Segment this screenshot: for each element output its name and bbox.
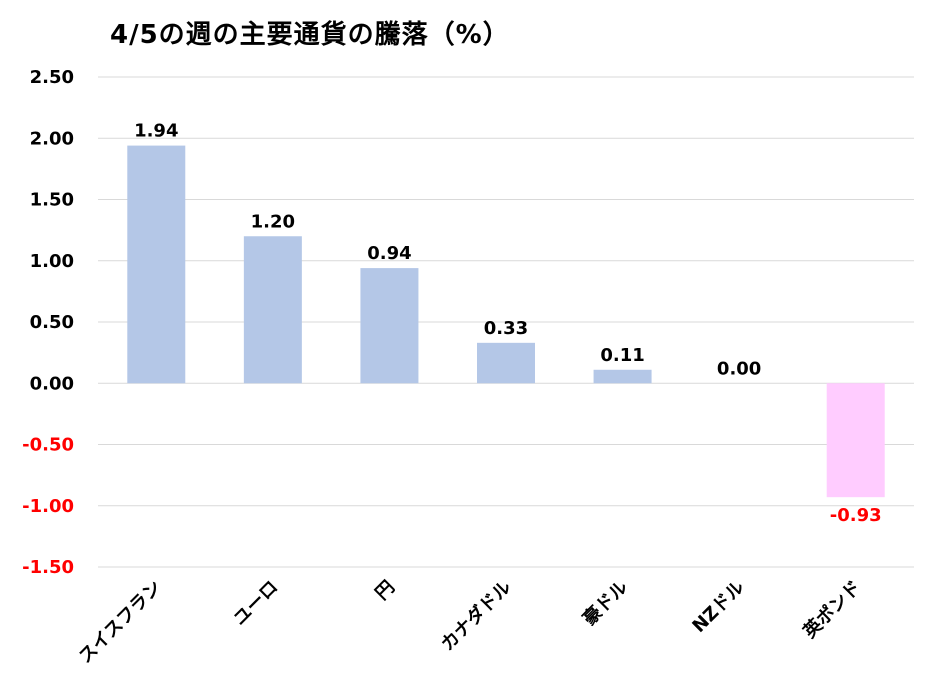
category-label: スイスフラン	[75, 577, 166, 668]
data-label: 0.33	[484, 318, 528, 339]
y-tick-label: -1.00	[22, 496, 74, 517]
bar	[593, 369, 652, 384]
bar	[477, 342, 535, 384]
y-tick-label: 1.00	[30, 251, 74, 272]
y-tick-label: 1.50	[30, 190, 74, 211]
data-label: 0.11	[600, 345, 644, 366]
y-tick-label: 0.00	[30, 373, 74, 394]
category-label: 豪ドル	[578, 576, 632, 630]
data-label: 0.94	[367, 243, 411, 264]
data-label: 1.20	[251, 211, 295, 232]
bar	[243, 236, 302, 384]
bar	[127, 145, 186, 384]
category-label: 英ポンド	[798, 576, 865, 643]
bar	[826, 383, 885, 498]
data-label: -0.93	[830, 505, 882, 526]
y-tick-label: -0.50	[22, 435, 74, 456]
y-tick-label: 2.00	[30, 128, 74, 149]
bar	[360, 268, 419, 384]
chart-title: 4/5の週の主要通貨の騰落（%）	[110, 20, 510, 50]
category-label: NZドル	[688, 577, 748, 637]
category-label: 円	[371, 577, 399, 605]
y-tick-label: 0.50	[30, 312, 74, 333]
category-label: カナダドル	[436, 576, 515, 655]
category-label: ユーロ	[229, 577, 282, 630]
y-tick-label: 2.50	[30, 67, 74, 88]
data-label: 1.94	[134, 121, 178, 142]
data-label: 0.00	[717, 358, 761, 379]
y-tick-label: -1.50	[22, 557, 74, 578]
